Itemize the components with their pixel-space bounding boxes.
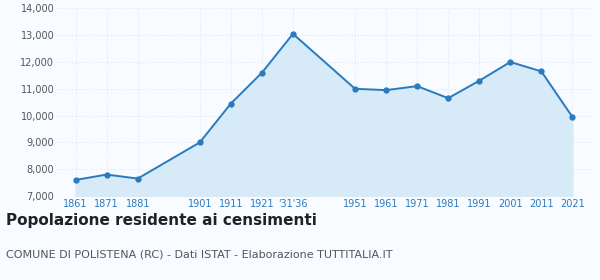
Text: Popolazione residente ai censimenti: Popolazione residente ai censimenti [6, 213, 317, 228]
Text: COMUNE DI POLISTENA (RC) - Dati ISTAT - Elaborazione TUTTITALIA.IT: COMUNE DI POLISTENA (RC) - Dati ISTAT - … [6, 249, 392, 259]
